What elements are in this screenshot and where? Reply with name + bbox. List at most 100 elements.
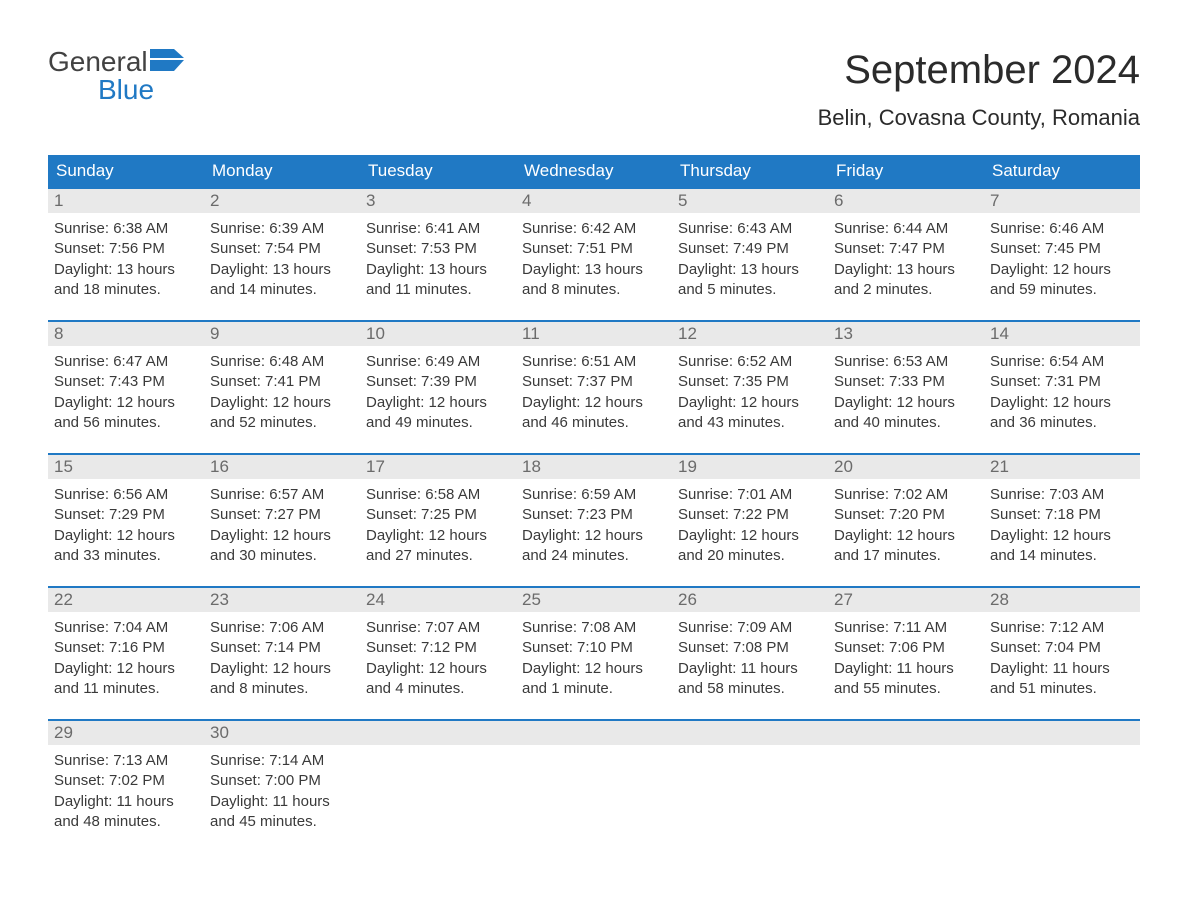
day-cell: 23Sunrise: 7:06 AMSunset: 7:14 PMDayligh… — [204, 588, 360, 699]
day-sunrise: Sunrise: 6:39 AM — [210, 219, 354, 239]
day-dl1: Daylight: 13 hours — [366, 260, 510, 280]
day-sunset: Sunset: 7:51 PM — [522, 239, 666, 259]
day-number: 18 — [516, 455, 672, 479]
day-sunset: Sunset: 7:06 PM — [834, 638, 978, 658]
day-number: 1 — [48, 189, 204, 213]
day-dl2: and 45 minutes. — [210, 812, 354, 832]
day-sunset: Sunset: 7:27 PM — [210, 505, 354, 525]
day-sunrise: Sunrise: 6:49 AM — [366, 352, 510, 372]
week-row: 22Sunrise: 7:04 AMSunset: 7:16 PMDayligh… — [48, 586, 1140, 699]
day-sunset: Sunset: 7:29 PM — [54, 505, 198, 525]
day-sunrise: Sunrise: 6:53 AM — [834, 352, 978, 372]
day-cell: 19Sunrise: 7:01 AMSunset: 7:22 PMDayligh… — [672, 455, 828, 566]
day-dl1: Daylight: 12 hours — [210, 526, 354, 546]
day-cell: 30Sunrise: 7:14 AMSunset: 7:00 PMDayligh… — [204, 721, 360, 832]
day-dl2: and 49 minutes. — [366, 413, 510, 433]
day-dl2: and 14 minutes. — [990, 546, 1134, 566]
day-cell: 15Sunrise: 6:56 AMSunset: 7:29 PMDayligh… — [48, 455, 204, 566]
day-number: 7 — [984, 189, 1140, 213]
day-sunrise: Sunrise: 7:06 AM — [210, 618, 354, 638]
day-cell: 13Sunrise: 6:53 AMSunset: 7:33 PMDayligh… — [828, 322, 984, 433]
day-sunrise: Sunrise: 6:58 AM — [366, 485, 510, 505]
day-body: Sunrise: 6:51 AMSunset: 7:37 PMDaylight:… — [516, 346, 672, 433]
logo-line1: General — [48, 48, 184, 76]
day-cell: 1Sunrise: 6:38 AMSunset: 7:56 PMDaylight… — [48, 189, 204, 300]
day-dl1: Daylight: 12 hours — [678, 526, 822, 546]
day-dl2: and 8 minutes. — [522, 280, 666, 300]
day-dl2: and 2 minutes. — [834, 280, 978, 300]
calendar: Sunday Monday Tuesday Wednesday Thursday… — [48, 155, 1140, 832]
day-dl1: Daylight: 12 hours — [522, 526, 666, 546]
day-dl1: Daylight: 13 hours — [678, 260, 822, 280]
day-cell: 27Sunrise: 7:11 AMSunset: 7:06 PMDayligh… — [828, 588, 984, 699]
day-sunset: Sunset: 7:49 PM — [678, 239, 822, 259]
day-body: Sunrise: 7:04 AMSunset: 7:16 PMDaylight:… — [48, 612, 204, 699]
day-dl2: and 40 minutes. — [834, 413, 978, 433]
logo-text-general: General — [48, 48, 148, 76]
day-number: 11 — [516, 322, 672, 346]
day-sunrise: Sunrise: 7:07 AM — [366, 618, 510, 638]
day-number: 6 — [828, 189, 984, 213]
day-dl1: Daylight: 12 hours — [990, 526, 1134, 546]
day-dl2: and 1 minute. — [522, 679, 666, 699]
day-header-row: Sunday Monday Tuesday Wednesday Thursday… — [48, 155, 1140, 187]
day-dl2: and 17 minutes. — [834, 546, 978, 566]
day-sunrise: Sunrise: 7:01 AM — [678, 485, 822, 505]
day-cell: 28Sunrise: 7:12 AMSunset: 7:04 PMDayligh… — [984, 588, 1140, 699]
day-cell: 21Sunrise: 7:03 AMSunset: 7:18 PMDayligh… — [984, 455, 1140, 566]
day-sunset: Sunset: 7:04 PM — [990, 638, 1134, 658]
day-sunrise: Sunrise: 6:41 AM — [366, 219, 510, 239]
day-sunset: Sunset: 7:35 PM — [678, 372, 822, 392]
day-sunrise: Sunrise: 6:44 AM — [834, 219, 978, 239]
logo: General Blue — [48, 48, 184, 104]
logo-text-blue: Blue — [48, 76, 184, 104]
day-sunset: Sunset: 7:22 PM — [678, 505, 822, 525]
day-dl2: and 46 minutes. — [522, 413, 666, 433]
day-dl1: Daylight: 12 hours — [54, 659, 198, 679]
day-body: Sunrise: 7:12 AMSunset: 7:04 PMDaylight:… — [984, 612, 1140, 699]
day-dl1: Daylight: 12 hours — [366, 393, 510, 413]
day-sunrise: Sunrise: 6:43 AM — [678, 219, 822, 239]
day-sunset: Sunset: 7:54 PM — [210, 239, 354, 259]
day-number — [360, 721, 516, 745]
day-number: 27 — [828, 588, 984, 612]
day-cell: 18Sunrise: 6:59 AMSunset: 7:23 PMDayligh… — [516, 455, 672, 566]
day-body: Sunrise: 6:48 AMSunset: 7:41 PMDaylight:… — [204, 346, 360, 433]
day-sunrise: Sunrise: 7:13 AM — [54, 751, 198, 771]
day-number — [984, 721, 1140, 745]
day-dl1: Daylight: 13 hours — [54, 260, 198, 280]
day-dl1: Daylight: 12 hours — [54, 393, 198, 413]
day-sunrise: Sunrise: 6:51 AM — [522, 352, 666, 372]
day-body: Sunrise: 6:56 AMSunset: 7:29 PMDaylight:… — [48, 479, 204, 566]
day-sunrise: Sunrise: 6:46 AM — [990, 219, 1134, 239]
day-dl2: and 55 minutes. — [834, 679, 978, 699]
day-cell: 7Sunrise: 6:46 AMSunset: 7:45 PMDaylight… — [984, 189, 1140, 300]
day-sunrise: Sunrise: 7:14 AM — [210, 751, 354, 771]
logo-flag-icon — [150, 48, 184, 76]
day-header-fri: Friday — [828, 155, 984, 187]
day-body: Sunrise: 7:11 AMSunset: 7:06 PMDaylight:… — [828, 612, 984, 699]
day-dl1: Daylight: 12 hours — [366, 526, 510, 546]
day-header-sun: Sunday — [48, 155, 204, 187]
day-cell: 10Sunrise: 6:49 AMSunset: 7:39 PMDayligh… — [360, 322, 516, 433]
day-dl1: Daylight: 13 hours — [522, 260, 666, 280]
day-sunset: Sunset: 7:43 PM — [54, 372, 198, 392]
day-number: 2 — [204, 189, 360, 213]
day-number: 26 — [672, 588, 828, 612]
day-dl2: and 5 minutes. — [678, 280, 822, 300]
day-dl2: and 59 minutes. — [990, 280, 1134, 300]
day-dl2: and 48 minutes. — [54, 812, 198, 832]
day-cell: 26Sunrise: 7:09 AMSunset: 7:08 PMDayligh… — [672, 588, 828, 699]
day-sunset: Sunset: 7:41 PM — [210, 372, 354, 392]
day-cell — [360, 721, 516, 832]
day-body: Sunrise: 6:49 AMSunset: 7:39 PMDaylight:… — [360, 346, 516, 433]
week-row: 29Sunrise: 7:13 AMSunset: 7:02 PMDayligh… — [48, 719, 1140, 832]
day-sunrise: Sunrise: 6:52 AM — [678, 352, 822, 372]
day-sunrise: Sunrise: 7:12 AM — [990, 618, 1134, 638]
day-cell: 8Sunrise: 6:47 AMSunset: 7:43 PMDaylight… — [48, 322, 204, 433]
day-number: 9 — [204, 322, 360, 346]
week-row: 8Sunrise: 6:47 AMSunset: 7:43 PMDaylight… — [48, 320, 1140, 433]
day-number: 23 — [204, 588, 360, 612]
day-dl1: Daylight: 12 hours — [366, 659, 510, 679]
day-sunset: Sunset: 7:25 PM — [366, 505, 510, 525]
